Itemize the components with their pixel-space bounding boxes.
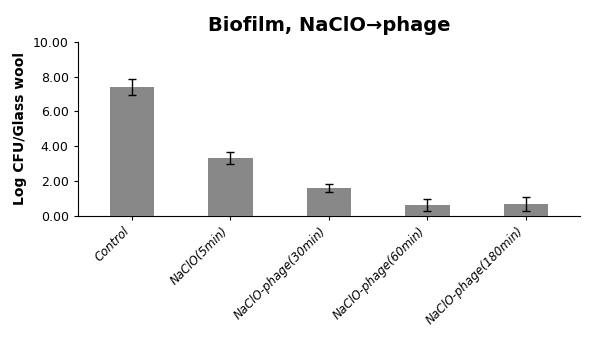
Bar [110, 87, 154, 216]
Bar [504, 204, 548, 216]
Y-axis label: Log CFU/Glass wool: Log CFU/Glass wool [13, 52, 28, 205]
Bar [208, 158, 252, 216]
Bar [307, 188, 351, 216]
Title: Biofilm, NaClO→phage: Biofilm, NaClO→phage [208, 16, 450, 35]
Bar [405, 205, 450, 216]
